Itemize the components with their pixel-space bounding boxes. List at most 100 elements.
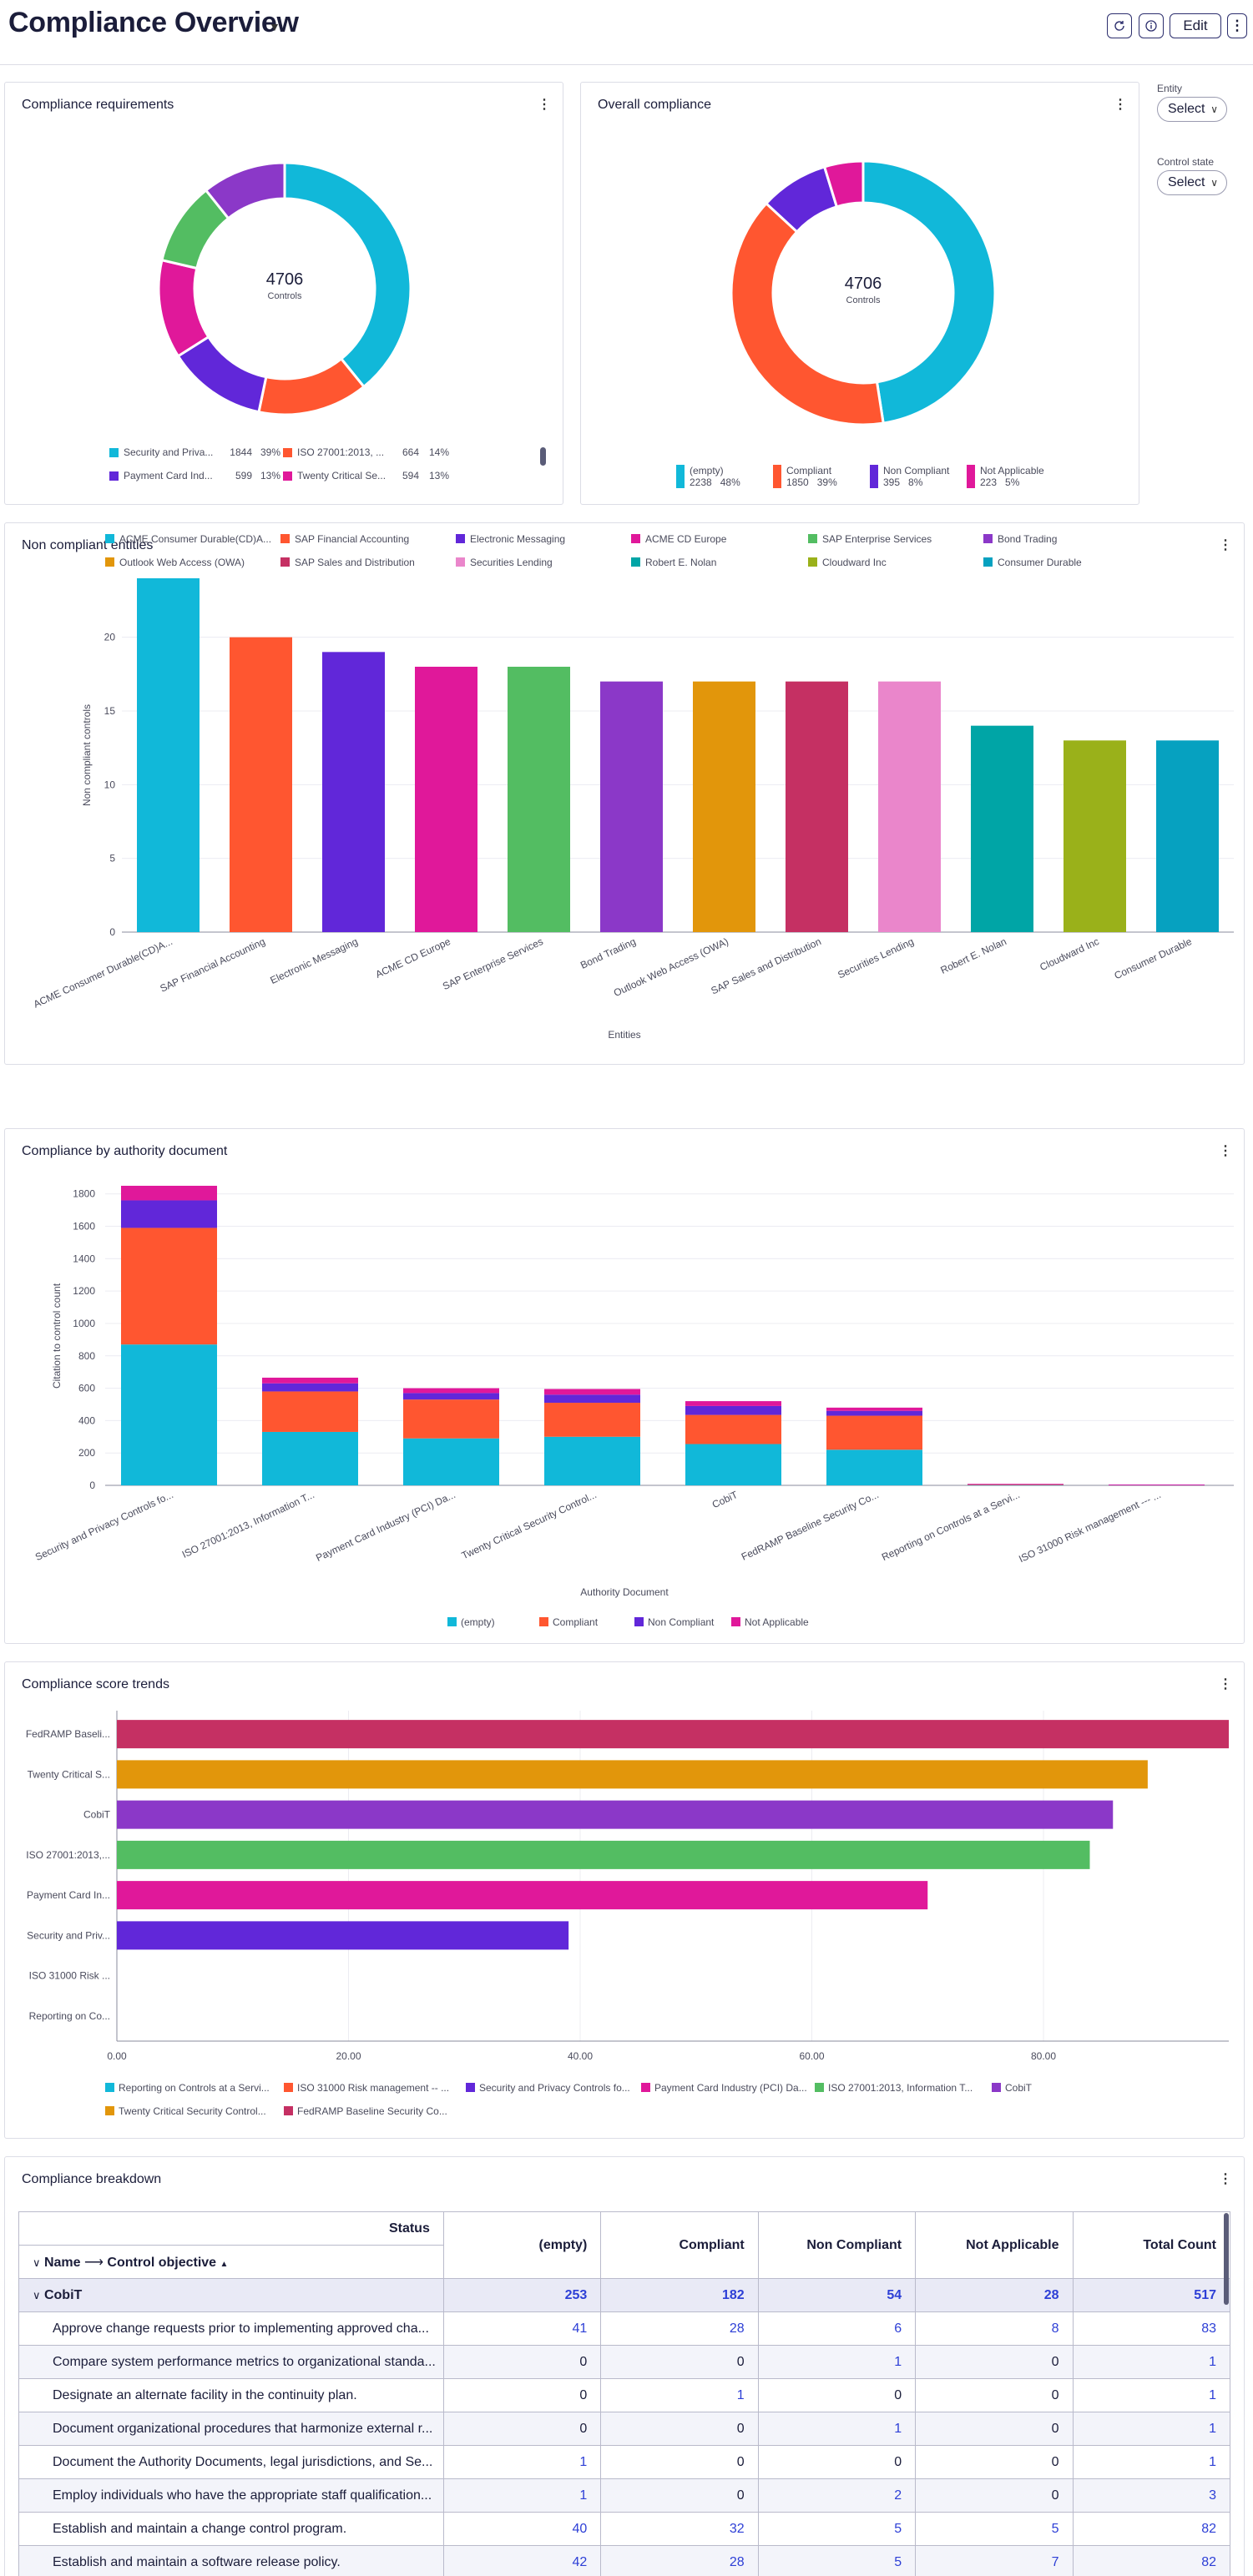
table-cell[interactable]: 5 [757, 2545, 917, 2576]
legend-swatch[interactable] [815, 2083, 824, 2092]
column-header[interactable]: Total Count [1072, 2211, 1231, 2279]
table-cell[interactable]: 0 [600, 2345, 759, 2379]
table-cell[interactable]: 1 [1072, 2378, 1231, 2412]
table-cell[interactable]: 0 [600, 2445, 759, 2479]
legend-label[interactable]: Cloudward Inc [822, 557, 887, 568]
table-cell[interactable]: 0 [915, 2412, 1074, 2446]
bar[interactable] [117, 1840, 1090, 1869]
table-row[interactable]: Designate an alternate facility in the c… [18, 2378, 1231, 2412]
table-cell[interactable]: 517 [1072, 2278, 1231, 2312]
legend-swatch[interactable] [466, 2083, 475, 2092]
legend-label[interactable]: Robert E. Nolan [645, 557, 716, 568]
bar-segment[interactable] [262, 1431, 358, 1485]
table-cell[interactable]: 54 [757, 2278, 917, 2312]
table-cell[interactable]: 5 [915, 2512, 1074, 2546]
legend-swatch[interactable] [280, 534, 290, 543]
legend-label[interactable]: ACME CD Europe [645, 533, 727, 545]
table-cell[interactable]: 40 [442, 2512, 602, 2546]
legend-label[interactable]: Payment Card Industry (PCI) Da... [654, 2082, 807, 2094]
bar[interactable] [117, 1800, 1114, 1829]
legend-item[interactable]: Non Compliant 395 8% [870, 465, 949, 488]
bar-segment[interactable] [544, 1389, 640, 1395]
legend-label[interactable]: Security and Privacy Controls fo... [479, 2082, 630, 2094]
bar-segment[interactable] [826, 1415, 922, 1450]
control-state-select[interactable]: Select ∨ [1157, 170, 1227, 195]
legend-swatch[interactable] [105, 2083, 114, 2092]
bar[interactable] [117, 1760, 1148, 1789]
table-cell[interactable]: 41 [442, 2311, 602, 2346]
legend-swatch[interactable] [456, 534, 465, 543]
legend-item[interactable]: Not Applicable 223 5% [967, 465, 1044, 488]
table-cell[interactable]: 0 [915, 2445, 1074, 2479]
bar[interactable] [322, 652, 385, 932]
table-row[interactable]: Establish and maintain a software releas… [18, 2545, 1231, 2576]
table-cell[interactable]: 0 [600, 2478, 759, 2513]
legend-label[interactable]: Consumer Durable [998, 557, 1082, 568]
bar[interactable] [415, 667, 477, 932]
legend-swatch[interactable] [284, 2106, 293, 2115]
legend-label[interactable]: (empty) [461, 1616, 495, 1628]
legend-swatch[interactable] [456, 557, 465, 567]
bar-segment[interactable] [121, 1228, 217, 1345]
bar-segment[interactable] [403, 1393, 499, 1400]
table-cell[interactable]: 1 [442, 2445, 602, 2479]
bar-segment[interactable] [403, 1388, 499, 1394]
bar-segment[interactable] [262, 1383, 358, 1392]
table-cell[interactable]: 1 [757, 2412, 917, 2446]
legend-label[interactable]: Compliant [553, 1616, 599, 1628]
info-button[interactable] [1139, 13, 1164, 38]
bar-segment[interactable] [685, 1414, 781, 1444]
legend-swatch[interactable] [634, 1617, 644, 1626]
table-cell[interactable]: 1 [442, 2478, 602, 2513]
table-cell[interactable]: 82 [1072, 2512, 1231, 2546]
column-header[interactable]: (empty) [442, 2211, 602, 2279]
table-row[interactable]: Document organizational procedures that … [18, 2412, 1231, 2446]
donut-slice[interactable] [730, 201, 885, 426]
table-cell[interactable]: 82 [1072, 2545, 1231, 2576]
table-row[interactable]: Document the Authority Documents, legal … [18, 2445, 1231, 2479]
column-header[interactable]: Non Compliant [757, 2211, 917, 2279]
table-cell[interactable]: 83 [1072, 2311, 1231, 2346]
chevron-down-icon[interactable]: ∨ [33, 2256, 41, 2269]
bar-segment[interactable] [544, 1403, 640, 1437]
table-cell[interactable]: 0 [442, 2378, 602, 2412]
table-cell[interactable]: 28 [600, 2545, 759, 2576]
legend-swatch[interactable] [731, 1617, 740, 1626]
donut-slice[interactable] [283, 161, 412, 389]
legend-item[interactable]: (empty) 2238 48% [676, 465, 740, 488]
more-options-button[interactable]: ⋮ [1227, 13, 1247, 38]
table-cell[interactable]: 1 [757, 2345, 917, 2379]
table-cell[interactable]: 32 [600, 2512, 759, 2546]
column-header[interactable]: Not Applicable [915, 2211, 1074, 2279]
table-cell[interactable]: 3 [1072, 2478, 1231, 2513]
bar-segment[interactable] [685, 1401, 781, 1406]
donut-slice[interactable] [822, 159, 865, 209]
legend-swatch[interactable] [808, 557, 817, 567]
legend-item[interactable]: Compliant 1850 39% [773, 465, 837, 488]
table-cell[interactable]: 5 [757, 2512, 917, 2546]
table-cell[interactable]: 1 [600, 2378, 759, 2412]
legend-label[interactable]: ISO 27001:2013, Information T... [828, 2082, 973, 2094]
legend-item[interactable]: Payment Card Ind... 599 13% [109, 470, 280, 481]
legend-label[interactable]: ACME Consumer Durable(CD)A... [119, 533, 271, 545]
bar-segment[interactable] [121, 1186, 217, 1201]
legend-label[interactable]: Bond Trading [998, 533, 1057, 545]
legend-label[interactable]: ISO 31000 Risk management -- ... [297, 2082, 449, 2094]
legend-label[interactable]: Twenty Critical Security Control... [119, 2105, 266, 2117]
bar[interactable] [230, 637, 292, 932]
table-cell[interactable]: 8 [915, 2311, 1074, 2346]
table-cell[interactable]: 0 [600, 2412, 759, 2446]
bar[interactable] [117, 1720, 1229, 1749]
column-header[interactable]: Compliant [600, 2211, 759, 2279]
card-menu-icon[interactable]: ⋮ [1219, 2172, 1232, 2186]
table-cell[interactable]: 6 [757, 2311, 917, 2346]
bar-segment[interactable] [685, 1444, 781, 1485]
legend-swatch[interactable] [105, 2106, 114, 2115]
legend-label[interactable]: SAP Financial Accounting [295, 533, 409, 545]
table-group-row[interactable]: ∨ CobiT 253 182 54 28 517 [18, 2278, 1231, 2312]
bar[interactable] [117, 1921, 569, 1950]
table-row[interactable]: Approve change requests prior to impleme… [18, 2311, 1231, 2346]
table-cell[interactable]: 1 [1072, 2412, 1231, 2446]
table-row[interactable]: Employ individuals who have the appropri… [18, 2478, 1231, 2513]
table-row[interactable]: Compare system performance metrics to or… [18, 2345, 1231, 2379]
